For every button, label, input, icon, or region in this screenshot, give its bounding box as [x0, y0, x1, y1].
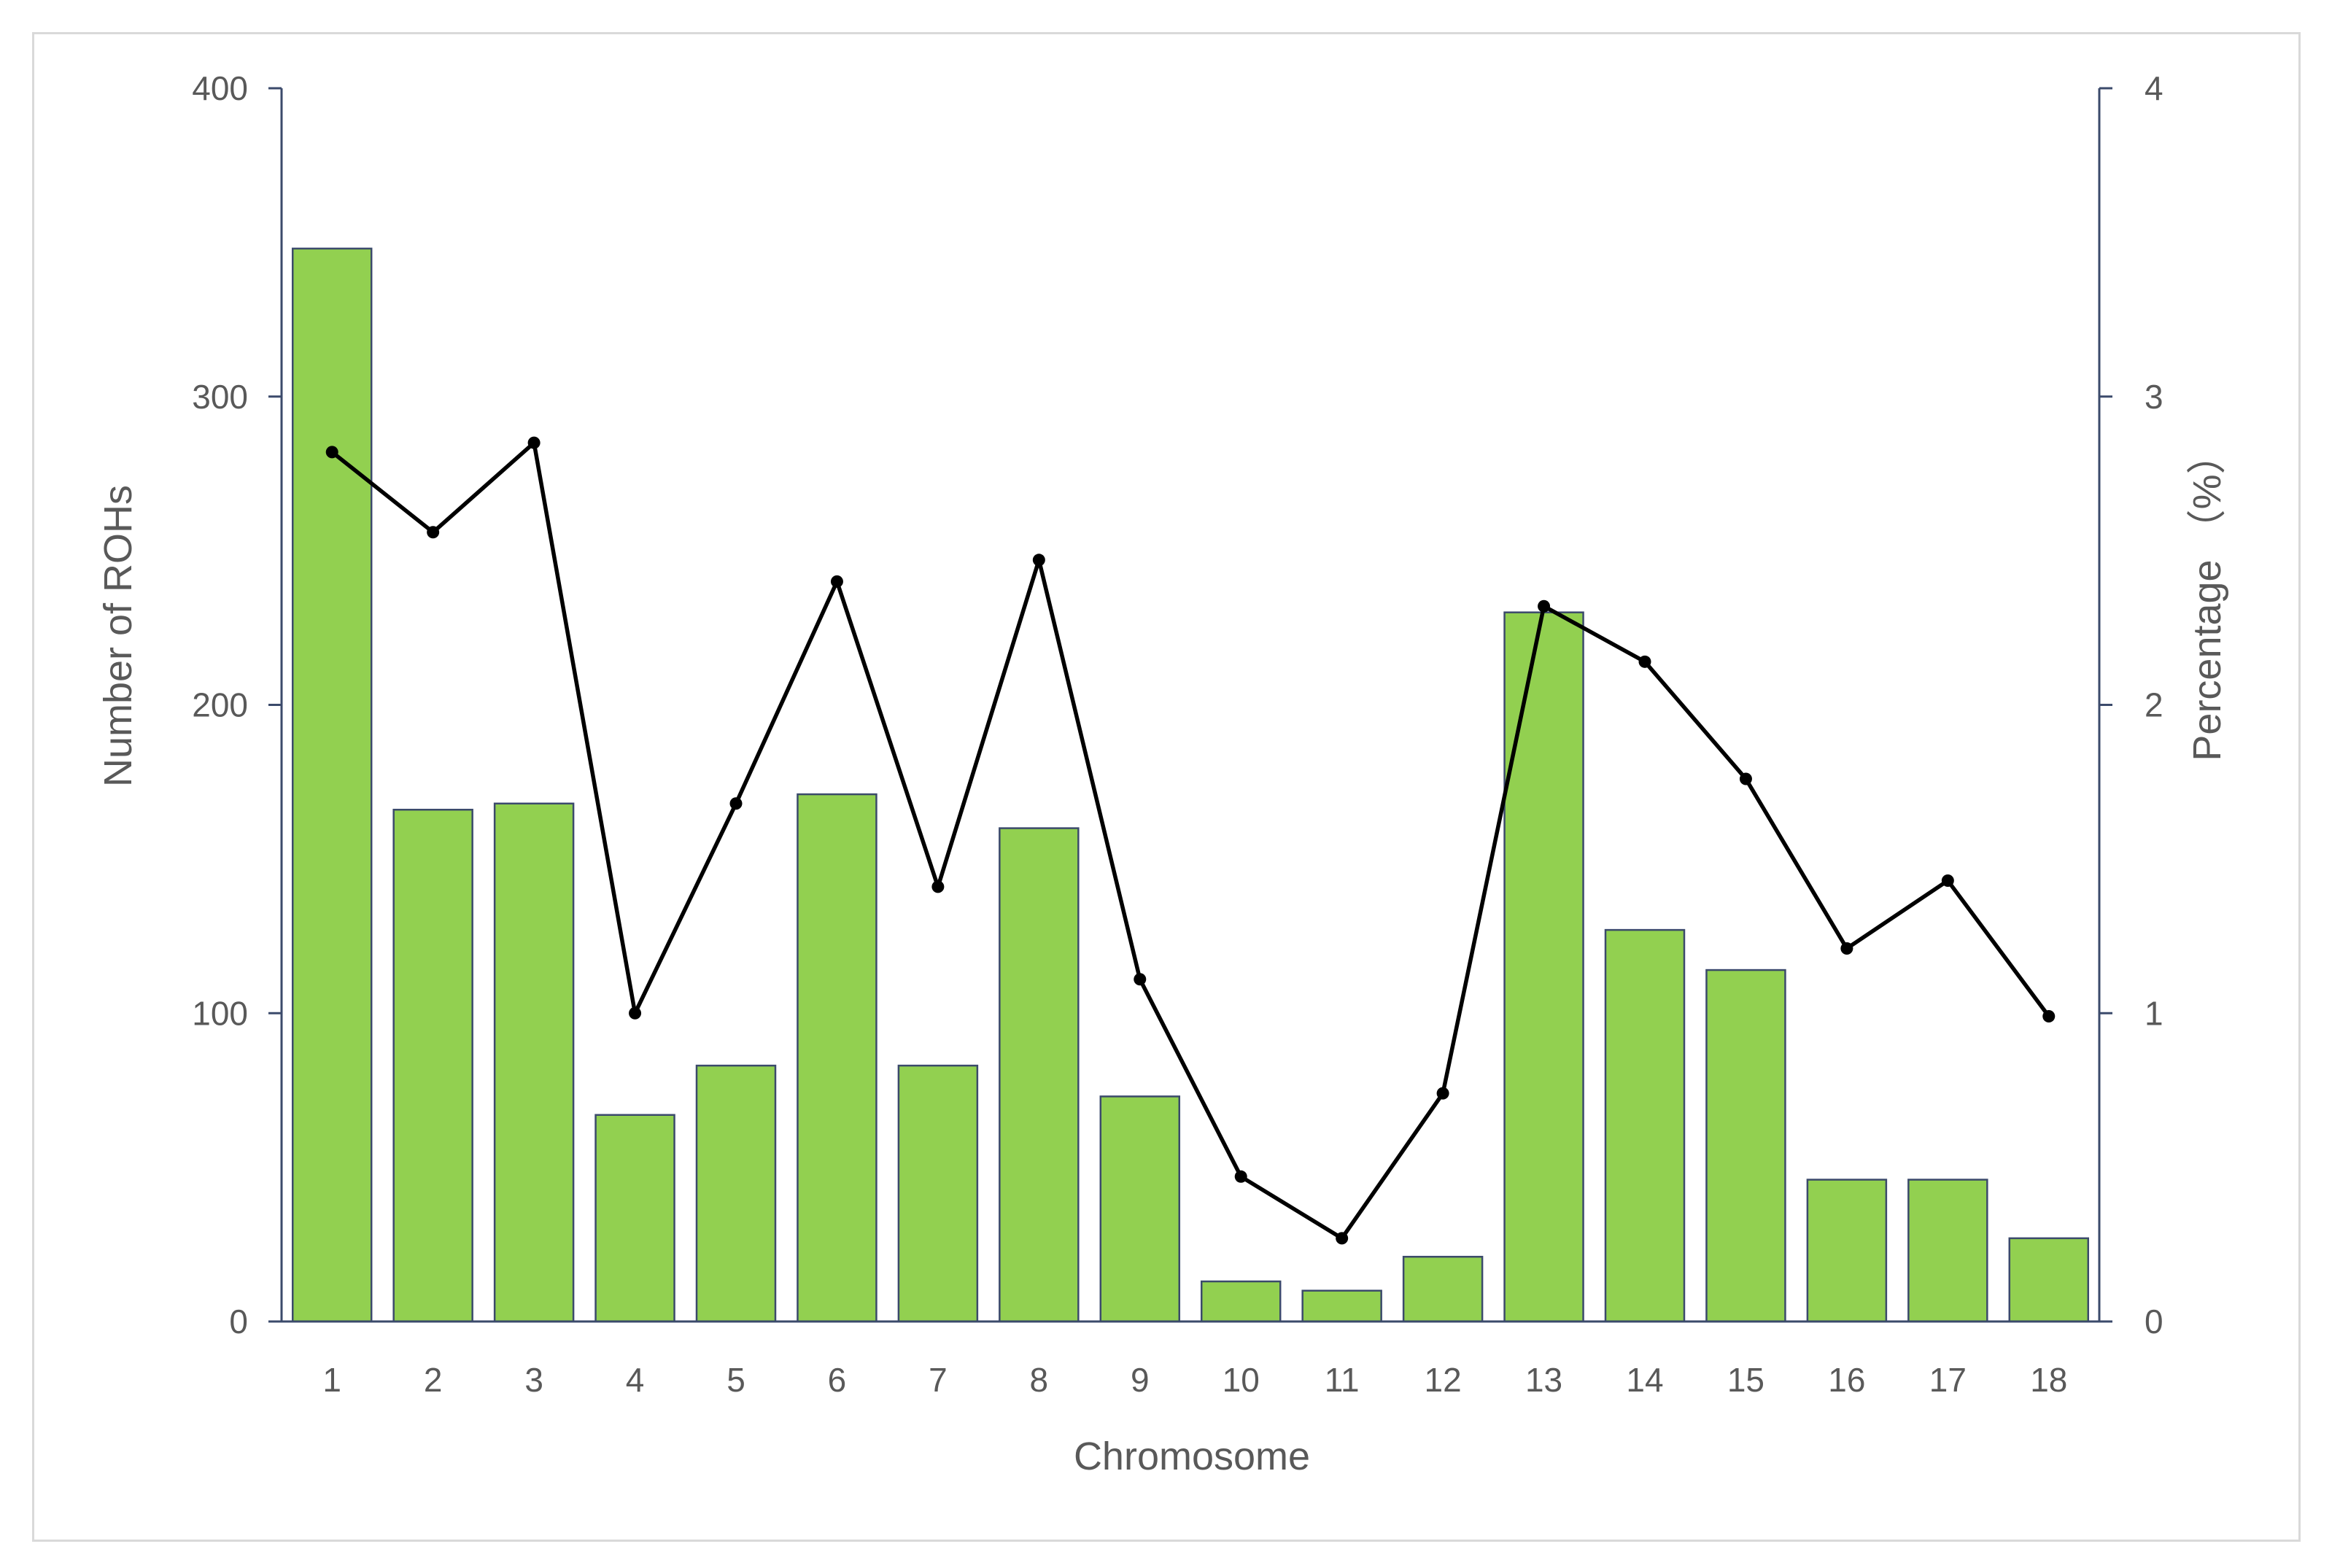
percentage-point-10: [1234, 1170, 1247, 1183]
y2-tick-label: 1: [2145, 994, 2163, 1032]
x-tick-label: 13: [1525, 1361, 1562, 1399]
y2-axis-title: Percentage （%）: [2185, 435, 2229, 761]
percentage-point-4: [629, 1006, 642, 1020]
x-tick-label: 1: [322, 1361, 341, 1399]
line-series: [325, 436, 2056, 1245]
bar-7: [897, 1064, 979, 1323]
x-tick-label: 17: [1929, 1361, 1967, 1399]
percentage-point-3: [527, 436, 541, 449]
y-tick-label: 200: [192, 686, 248, 724]
percentage-point-7: [931, 880, 945, 893]
x-tick-label: 14: [1626, 1361, 1663, 1399]
x-tick-label: 4: [626, 1361, 645, 1399]
percentage-point-15: [1739, 772, 1752, 785]
bar-17: [1907, 1179, 1988, 1323]
bar-4: [594, 1114, 675, 1323]
percentage-point-6: [830, 575, 843, 588]
percentage-point-5: [729, 797, 743, 810]
y-tick-label: 0: [229, 1303, 248, 1340]
bar-2: [392, 808, 473, 1323]
percentage-point-11: [1336, 1232, 1349, 1245]
bar-13: [1503, 611, 1584, 1323]
percentage-line: [330, 440, 2050, 1241]
y-tick-label: 300: [192, 378, 248, 416]
bar-10: [1200, 1280, 1282, 1323]
bar-5: [695, 1064, 777, 1323]
x-tick-label: 18: [2030, 1361, 2067, 1399]
x-tick-label: 5: [727, 1361, 745, 1399]
x-tick-label: 8: [1030, 1361, 1049, 1399]
percentage-point-14: [1638, 655, 1651, 668]
x-tick-label: 7: [929, 1361, 948, 1399]
x-tick-label: 3: [524, 1361, 543, 1399]
x-tick-label: 16: [1828, 1361, 1865, 1399]
percentage-point-17: [1941, 874, 1954, 887]
x-tick-label: 11: [1325, 1361, 1360, 1399]
bar-8: [999, 827, 1080, 1323]
bar-3: [493, 802, 575, 1323]
percentage-point-9: [1134, 973, 1147, 986]
x-axis-title: Chromosome: [1074, 1435, 1310, 1478]
y2-tick-label: 3: [2145, 378, 2163, 416]
y-tick-label: 400: [192, 69, 248, 107]
y-axis-title: Number of ROHs: [96, 485, 140, 787]
percentage-point-13: [1538, 599, 1551, 613]
percentage-point-1: [325, 446, 338, 459]
x-tick-label: 12: [1425, 1361, 1462, 1399]
axes: [268, 87, 2112, 1323]
percentage-point-18: [2042, 1009, 2056, 1022]
bar-11: [1301, 1289, 1382, 1323]
percentage-point-8: [1032, 554, 1045, 567]
x-tick-label: 10: [1223, 1361, 1260, 1399]
bar-14: [1604, 928, 1686, 1323]
y2-tick-label: 2: [2145, 686, 2163, 724]
bar-9: [1099, 1095, 1181, 1323]
bar-16: [1806, 1179, 1888, 1323]
bar-series: [291, 247, 2090, 1323]
percentage-point-2: [427, 526, 440, 539]
y2-tick-label: 0: [2145, 1303, 2163, 1340]
bar-12: [1402, 1255, 1484, 1323]
chart-frame: [32, 32, 2301, 1542]
bar-15: [1705, 969, 1786, 1323]
percentage-point-16: [1840, 942, 1853, 955]
x-tick-label: 6: [828, 1361, 847, 1399]
x-tick-label: 15: [1727, 1361, 1764, 1399]
x-tick-label: 2: [424, 1361, 443, 1399]
bar-1: [291, 247, 373, 1323]
x-tick-label: 9: [1131, 1361, 1150, 1399]
percentage-point-12: [1436, 1087, 1449, 1100]
y-tick-label: 100: [192, 994, 248, 1032]
bar-18: [2008, 1237, 2090, 1323]
bar-6: [797, 793, 878, 1323]
y2-tick-label: 4: [2145, 69, 2163, 107]
